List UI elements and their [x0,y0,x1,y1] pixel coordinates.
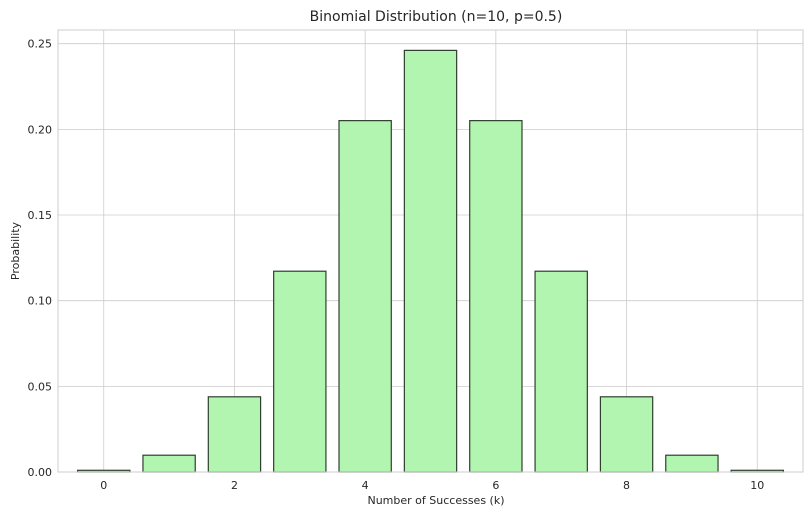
x-tick-label: 8 [623,479,630,492]
bar-k-5 [403,49,458,473]
chart-title: Binomial Distribution (n=10, p=0.5) [310,9,563,25]
y-tick-labels: 0.00 0.05 0.10 0.15 0.20 0.25 [28,38,53,479]
x-tick-labels: 0 2 4 6 8 10 [100,479,764,492]
y-tick-label: 0.15 [28,209,53,222]
plot-frame [57,29,804,473]
x-tick-label: 4 [362,479,369,492]
x-tick-label: 0 [100,479,107,492]
bars [77,49,784,473]
x-axis-label: Number of Successes (k) [367,494,504,507]
y-tick-label: 0.00 [28,466,53,479]
x-tick-label: 6 [492,479,499,492]
bar-k-7 [534,270,588,473]
bar-k-1 [142,454,196,473]
bar-k-8 [599,396,654,473]
y-tick-label: 0.20 [28,123,53,136]
y-tick-label: 0.25 [28,38,53,51]
x-tick-label: 10 [750,479,764,492]
bar-k-6 [469,120,523,473]
bar-k-2 [207,396,262,473]
y-tick-label: 0.05 [28,380,53,393]
x-tick-label: 2 [231,479,238,492]
bar-k-4 [338,120,392,473]
bar-k-3 [273,270,327,473]
y-tick-label: 0.10 [28,295,53,308]
bar-k-9 [665,454,719,473]
y-axis-label: Probability [9,221,22,280]
